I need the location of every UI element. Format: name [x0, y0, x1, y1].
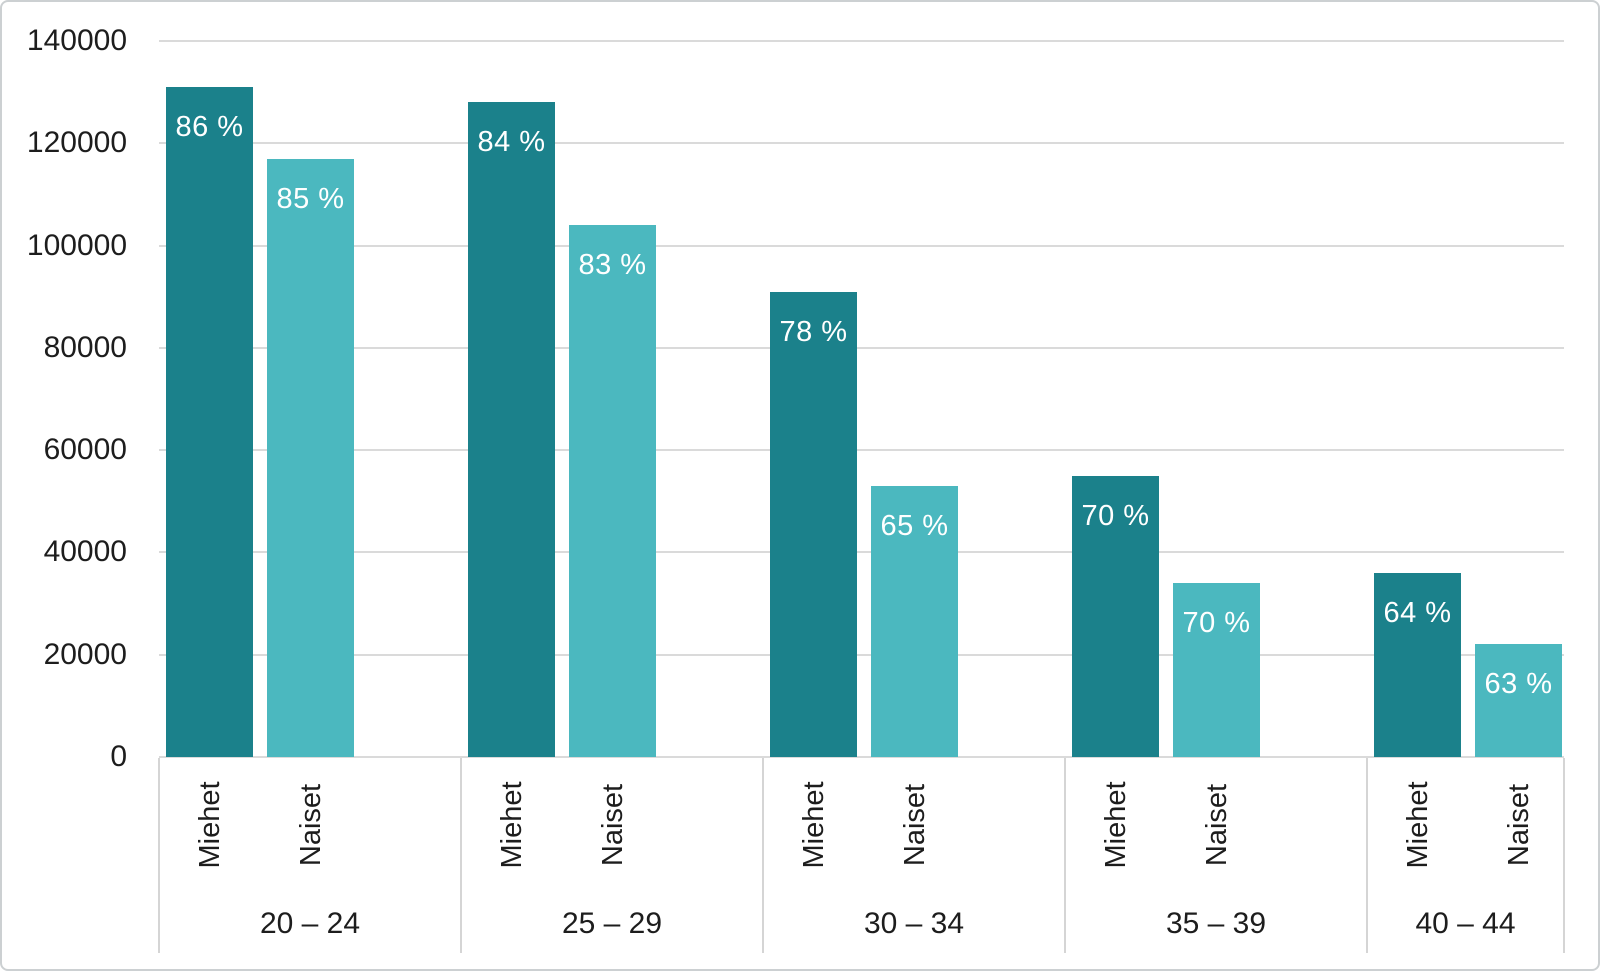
gridline [159, 756, 1564, 758]
bar-miehet: 64 % [1374, 573, 1461, 757]
y-tick-label: 140000 [26, 24, 127, 57]
age-group-label: 40 – 44 [1415, 907, 1516, 940]
bar-series-label-text: Naiset [898, 783, 930, 867]
bar-value-label: 84 % [477, 126, 546, 158]
y-tick-label: 20000 [43, 638, 127, 671]
group-separator [1064, 758, 1066, 953]
bar-value-label: 64 % [1383, 597, 1452, 629]
gridline [159, 654, 1564, 656]
bar-value-label: 86 % [175, 111, 244, 143]
group-separator [1563, 758, 1565, 953]
bar-value-label: 70 % [1182, 607, 1251, 639]
bar-series-label-text: Miehet [1099, 781, 1131, 869]
bar-series-label-text: Naiset [596, 783, 628, 867]
bar-naiset: 63 % [1475, 644, 1562, 757]
bar-value-label: 83 % [578, 249, 647, 281]
bar-naiset: 70 % [1173, 583, 1260, 757]
y-tick-label: 40000 [43, 535, 127, 568]
group-separator [762, 758, 764, 953]
bar-miehet: 86 % [166, 87, 253, 757]
bar-value-label: 63 % [1484, 668, 1553, 700]
y-tick-label: 60000 [43, 433, 127, 466]
y-tick-label: 120000 [26, 126, 127, 159]
bar-series-label: Naiset [845, 755, 985, 895]
bar-miehet: 78 % [770, 292, 857, 757]
group-separator [1366, 758, 1368, 953]
bar-series-label: Naiset [1147, 755, 1287, 895]
gridline [159, 449, 1564, 451]
bar-series-label: Naiset [241, 755, 381, 895]
age-group-label: 20 – 24 [259, 907, 361, 940]
bar-miehet: 70 % [1072, 476, 1159, 757]
bar-series-label-text: Miehet [797, 781, 829, 869]
bar-series-label-text: Naiset [294, 783, 326, 867]
y-tick-label: 100000 [26, 229, 127, 262]
gridline [159, 142, 1564, 144]
group-separator [158, 758, 160, 953]
bar-naiset: 83 % [569, 225, 656, 757]
gridline [159, 245, 1564, 247]
bar-miehet: 84 % [468, 102, 555, 757]
bar-series-label: Naiset [1449, 755, 1589, 895]
y-tick-label: 80000 [43, 331, 127, 364]
bar-naiset: 85 % [267, 159, 354, 757]
gridline [159, 347, 1564, 349]
group-separator [460, 758, 462, 953]
y-tick-label: 0 [110, 740, 127, 773]
age-group-label: 25 – 29 [561, 907, 663, 940]
bar-value-label: 85 % [276, 183, 345, 215]
age-group-label: 30 – 34 [863, 907, 965, 940]
bar-series-label-text: Miehet [495, 781, 527, 869]
bar-value-label: 78 % [779, 316, 848, 348]
bar-value-label: 65 % [880, 510, 949, 542]
bar-series-label-text: Naiset [1200, 783, 1232, 867]
bar-naiset: 65 % [871, 486, 958, 757]
bar-value-label: 70 % [1081, 500, 1150, 532]
bar-series-label: Naiset [543, 755, 683, 895]
bar-series-label-text: Naiset [1502, 783, 1534, 867]
gridline [159, 551, 1564, 553]
bar-series-label-text: Miehet [1401, 781, 1433, 869]
age-group-label: 35 – 39 [1165, 907, 1267, 940]
gridline [159, 40, 1564, 42]
bar-series-label-text: Miehet [193, 781, 225, 869]
